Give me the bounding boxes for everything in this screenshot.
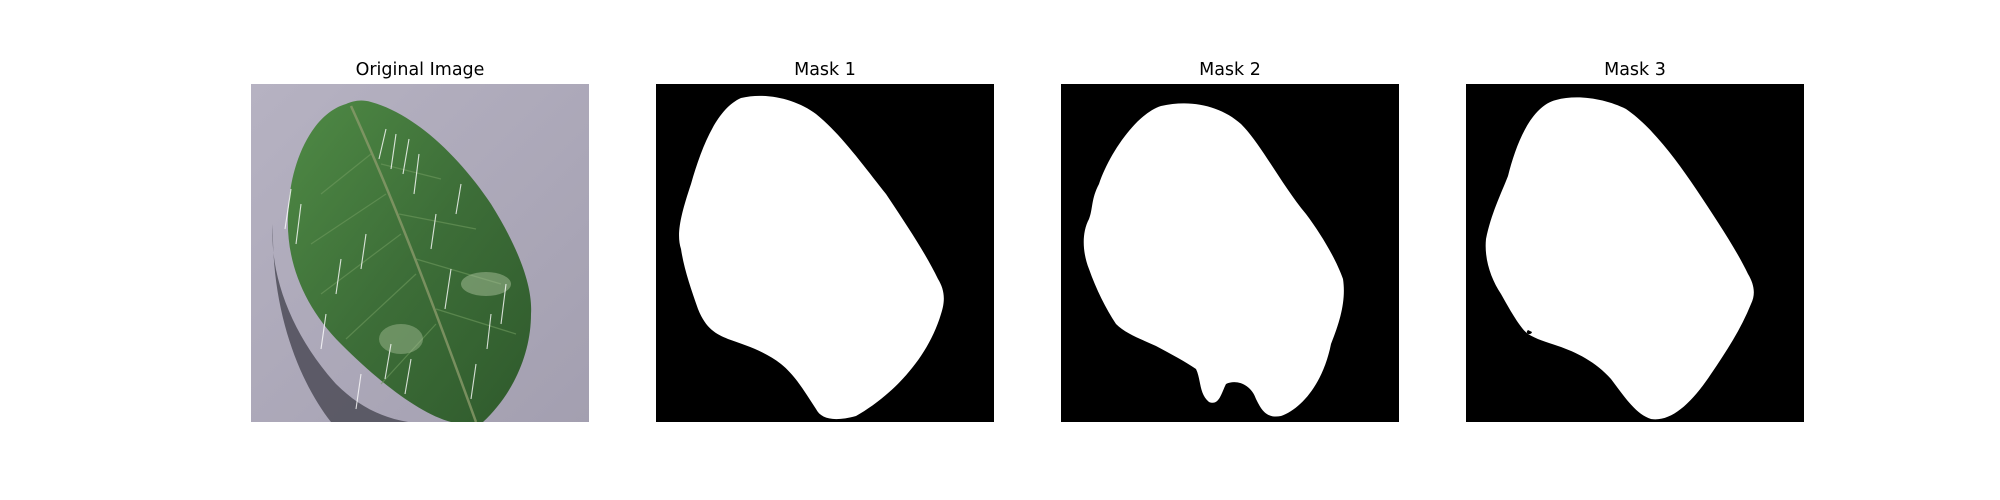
original-leaf-photo (251, 84, 589, 422)
segmentation-mask-icon (1061, 84, 1399, 422)
panel-title: Mask 3 (1604, 60, 1666, 80)
segmentation-mask-icon (1466, 84, 1804, 422)
leaf-photo-icon (251, 84, 589, 422)
panel-original-image: Original Image (251, 58, 589, 422)
panel-mask-1: Mask 1 (656, 58, 994, 422)
panel-title: Mask 1 (794, 60, 856, 80)
panel-mask-3: Mask 3 (1466, 58, 1804, 422)
panel-title: Mask 2 (1199, 60, 1261, 80)
segmentation-mask-icon (656, 84, 994, 422)
panel-mask-2: Mask 2 (1061, 58, 1399, 422)
mask-2-image (1061, 84, 1399, 422)
panel-title: Original Image (355, 60, 485, 80)
mask-1-image (656, 84, 994, 422)
mask-3-image (1466, 84, 1804, 422)
